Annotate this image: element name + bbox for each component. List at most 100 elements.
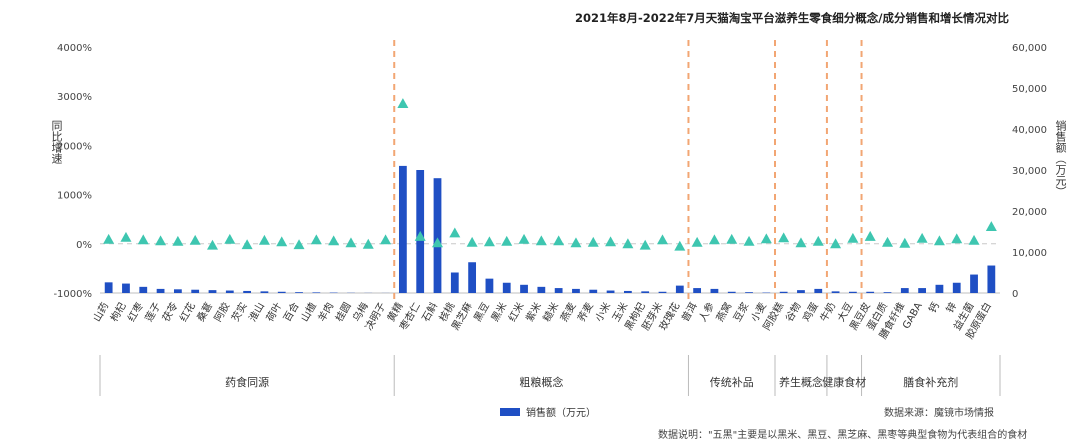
category-label: 荞麦	[575, 301, 595, 324]
growth-marker	[864, 230, 876, 241]
sales-bar	[658, 291, 667, 293]
right-tick-label: 60,000	[1012, 43, 1047, 54]
sales-bar	[277, 291, 286, 293]
category-label: 鸡蛋	[800, 300, 821, 324]
left-tick-label: 1000%	[57, 191, 92, 202]
legend: 销售额（万元）	[500, 404, 596, 419]
sales-bar	[122, 283, 130, 293]
category-label: 人参	[696, 300, 717, 324]
sales-bar	[260, 291, 269, 293]
category-label: 紫米	[523, 300, 544, 324]
category-label: 锌	[943, 300, 959, 315]
category-label: 红花	[177, 300, 198, 324]
sales-bar	[398, 165, 407, 293]
right-axis-title: 销售额（万元）	[1054, 120, 1067, 197]
category-label: 淮山	[247, 301, 267, 324]
sales-bar	[433, 178, 442, 293]
legend-swatch	[500, 407, 520, 416]
growth-marker	[674, 240, 686, 251]
category-label: 莲子	[143, 301, 163, 324]
right-tick-label: 20,000	[1012, 207, 1047, 218]
category-label: 桂圆	[332, 300, 353, 324]
growth-marker	[743, 235, 755, 246]
growth-marker	[189, 234, 201, 245]
right-tick-label: 0	[1012, 289, 1018, 300]
growth-marker	[224, 233, 236, 244]
sales-bar	[295, 292, 303, 293]
growth-marker	[155, 235, 167, 246]
category-label: 阿胶	[211, 300, 232, 324]
growth-marker	[120, 231, 132, 242]
left-tick-label: 3000%	[57, 92, 92, 103]
growth-marker	[899, 237, 911, 248]
growth-marker	[778, 232, 790, 243]
growth-marker	[362, 238, 374, 249]
category-label: 桑葚	[194, 300, 215, 324]
sales-bar	[900, 288, 909, 293]
sales-bar	[952, 282, 961, 293]
group-label: 药食同源	[225, 375, 269, 389]
sales-bar	[641, 291, 650, 293]
growth-marker	[518, 233, 530, 244]
growth-marker	[293, 239, 305, 250]
growth-marker	[847, 232, 859, 243]
sales-bar	[831, 291, 840, 293]
category-label: 百合	[280, 300, 301, 324]
growth-marker	[916, 232, 928, 243]
category-label: 荷叶	[264, 301, 284, 324]
sales-bar	[485, 278, 494, 293]
growth-marker	[882, 236, 893, 247]
sales-bar	[727, 291, 736, 293]
growth-marker	[137, 234, 149, 245]
growth-marker	[345, 237, 357, 248]
sales-bar	[797, 290, 805, 293]
sales-bar	[225, 290, 234, 293]
data-note: 数据说明："五黑"主要是以黑米、黑豆、黑芝麻、黑枣等典型食物为代表组合的食材	[658, 430, 1028, 441]
growth-marker	[207, 239, 218, 250]
left-tick-label: 0%	[76, 240, 92, 251]
left-axis-title: 同比增速	[50, 120, 63, 164]
growth-marker	[622, 238, 634, 249]
category-label: 黑米	[488, 300, 509, 324]
left-tick-label: 4000%	[57, 43, 92, 54]
group-label: 养生概念	[779, 375, 823, 389]
sales-bar	[883, 292, 892, 293]
sales-bar	[848, 291, 857, 293]
growth-marker	[570, 237, 582, 248]
category-label: 普洱	[678, 300, 699, 324]
left-tick-label: 2000%	[57, 141, 92, 152]
sales-bar	[191, 289, 200, 293]
category-label: 芡实	[228, 300, 249, 324]
sales-bar	[173, 289, 182, 293]
category-label: 牛奶	[817, 300, 838, 324]
group-label: 健康食材	[822, 375, 866, 389]
category-label: 糙米	[540, 300, 561, 324]
sales-bar	[156, 288, 165, 293]
category-label: 红米	[505, 300, 526, 324]
sales-bar	[208, 290, 217, 293]
sales-bar	[675, 285, 684, 293]
right-tick-label: 50,000	[1012, 84, 1047, 95]
growth-marker	[241, 239, 253, 250]
growth-marker	[708, 234, 720, 245]
category-label: 钙	[926, 300, 942, 315]
sales-bar	[745, 292, 753, 293]
category-label: 羊肉	[315, 300, 336, 324]
category-label: 枸杞	[107, 300, 128, 324]
growth-marker	[760, 233, 772, 244]
sales-bar	[970, 274, 978, 293]
growth-marker	[933, 235, 945, 246]
sales-bar	[243, 290, 252, 293]
right-tick-label: 10,000	[1012, 248, 1047, 259]
right-tick-label: 30,000	[1012, 166, 1047, 177]
growth-marker	[535, 235, 547, 246]
growth-marker	[951, 233, 963, 244]
sales-bar	[312, 292, 321, 293]
sales-bar	[606, 290, 615, 293]
growth-marker	[657, 234, 668, 245]
growth-marker	[726, 233, 738, 244]
growth-marker	[276, 236, 288, 247]
growth-marker	[968, 234, 980, 245]
right-tick-label: 40,000	[1012, 125, 1047, 136]
